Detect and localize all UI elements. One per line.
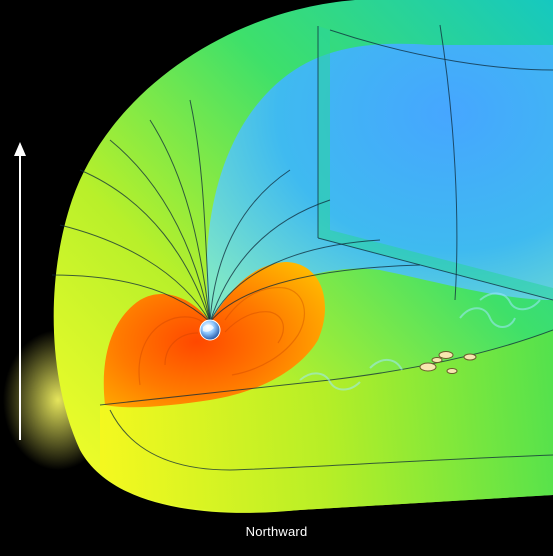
spacecraft-icon <box>438 351 454 359</box>
spacecraft-icon <box>419 362 437 372</box>
direction-caption: Northward <box>245 524 308 539</box>
spacecraft-icon <box>431 357 443 363</box>
floor-plane <box>100 330 553 512</box>
field-lines <box>51 24 553 471</box>
tail-vortices <box>299 292 541 391</box>
spacecraft-icon <box>463 353 477 361</box>
spacecraft-group <box>419 351 477 374</box>
up-arrow-icon <box>14 142 26 440</box>
spacecraft-icon <box>446 368 458 374</box>
earth-icon <box>199 319 221 341</box>
inner-cavity <box>206 43 553 322</box>
